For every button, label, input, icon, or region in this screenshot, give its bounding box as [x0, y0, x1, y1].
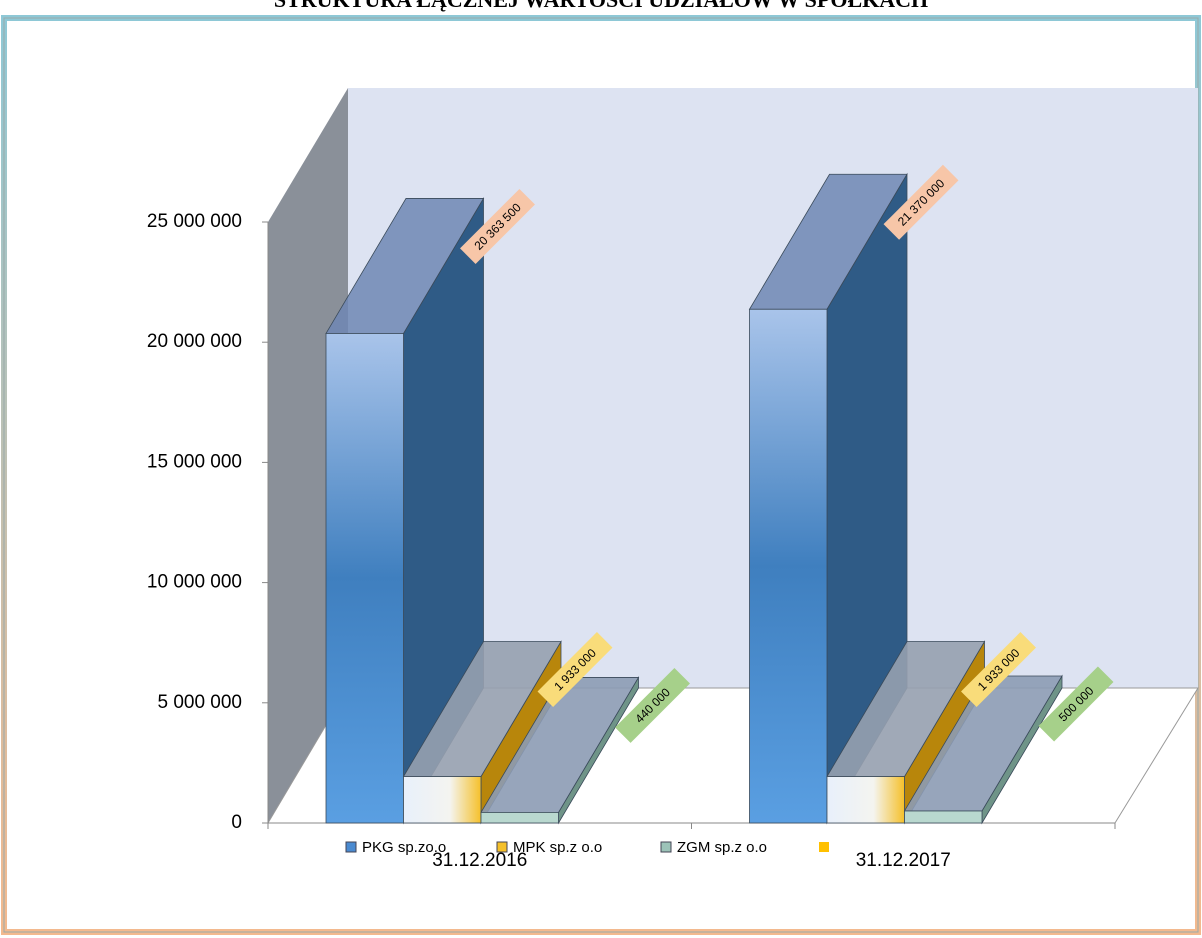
bar-front: [904, 810, 983, 824]
data-label-bg: [883, 164, 959, 240]
data-label-bg: [961, 632, 1036, 708]
y-tick-label: 0: [231, 812, 242, 833]
legend-swatch-extra: [819, 842, 829, 852]
y-tick-label: 15 000 000: [147, 451, 242, 472]
bar-front: [749, 308, 828, 824]
data-label-bg: [615, 667, 690, 743]
legend-swatch: [660, 841, 672, 853]
bar: [402, 640, 562, 825]
bar: [480, 675, 640, 825]
bar-front: [480, 812, 559, 824]
data-label-bg: [460, 188, 535, 264]
bar-front: [325, 333, 404, 824]
legend-label: ZGM sp.z o.o: [677, 839, 767, 856]
data-label-bg: [537, 632, 613, 708]
bar: [748, 172, 908, 825]
y-tick-label: 25 000 000: [147, 211, 242, 232]
chart-title: STRUKTURA ŁĄCZNEJ WARTOŚCI UDZIAŁÓW W SP…: [274, 0, 928, 12]
x-tick-label: 31.12.2017: [856, 850, 951, 871]
bar: [325, 197, 485, 825]
y-tick-label: 20 000 000: [147, 331, 242, 352]
y-tick-label: 10 000 000: [147, 572, 242, 593]
legend-label: MPK sp.z o.o: [513, 839, 602, 856]
bar-front: [403, 776, 482, 824]
legend-swatch: [496, 841, 508, 853]
bar: [903, 674, 1063, 825]
legend-label: PKG sp.zo.o: [362, 839, 446, 856]
data-label-bg: [1038, 666, 1114, 742]
x-tick-label: 31.12.2016: [432, 850, 527, 871]
bar-front: [826, 776, 905, 824]
y-tick-label: 5 000 000: [157, 692, 242, 713]
legend-swatch: [345, 841, 357, 853]
